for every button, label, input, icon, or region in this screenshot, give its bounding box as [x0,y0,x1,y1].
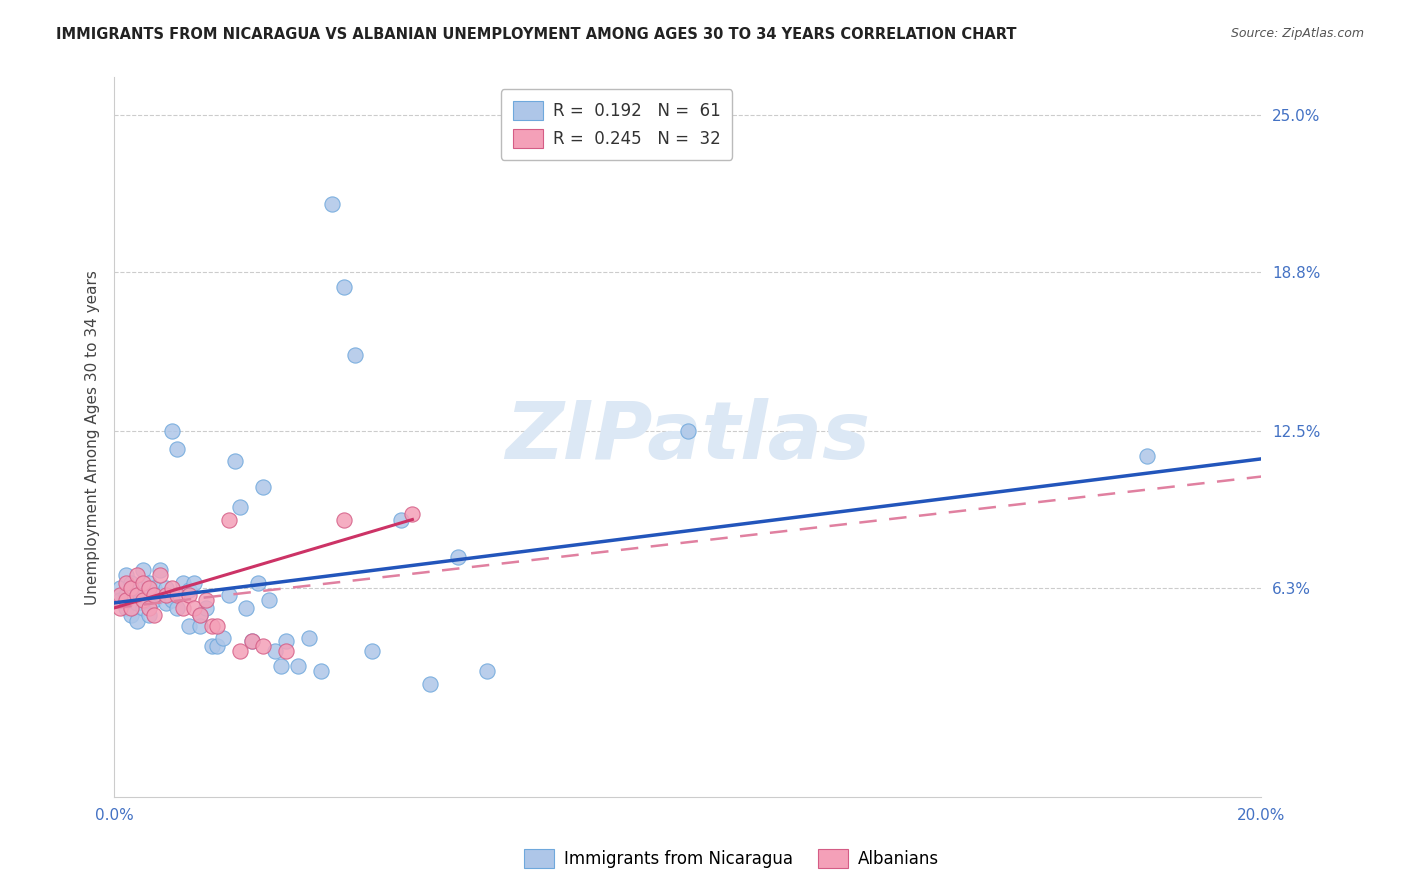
Point [160,593,183,607]
Point [160,424,183,438]
Point [389,512,412,526]
Point [108,601,131,615]
Point [177,588,200,602]
Point [201,618,224,632]
Text: IMMIGRANTS FROM NICARAGUA VS ALBANIAN UNEMPLOYMENT AMONG AGES 30 TO 34 YEARS COR: IMMIGRANTS FROM NICARAGUA VS ALBANIAN UN… [56,27,1017,42]
Point [218,512,240,526]
Point [401,508,423,522]
Point [120,593,142,607]
Point [114,575,136,590]
Point [120,601,142,615]
Point [235,601,257,615]
Point [132,563,155,577]
Point [224,454,246,468]
Point [252,639,274,653]
Point [143,608,166,623]
Point [257,593,280,607]
Point [108,581,131,595]
Point [114,588,136,602]
Point [361,644,384,658]
Point [120,581,142,595]
Point [127,614,149,628]
Y-axis label: Unemployment Among Ages 30 to 34 years: Unemployment Among Ages 30 to 34 years [86,270,100,605]
Point [132,588,155,602]
Point [143,581,166,595]
Point [194,593,217,607]
Point [309,664,332,678]
Point [155,581,177,595]
Point [194,601,217,615]
Point [240,633,263,648]
Text: Source: ZipAtlas.com: Source: ZipAtlas.com [1230,27,1364,40]
Point [160,581,183,595]
Point [183,575,205,590]
Point [344,348,367,362]
Point [132,575,155,590]
Point [475,664,498,678]
Point [246,575,269,590]
Point [114,593,136,607]
Point [419,676,441,690]
Point [132,601,155,615]
Point [138,575,160,590]
Point [240,633,263,648]
Point [321,196,343,211]
Point [138,608,160,623]
Point [201,639,224,653]
Point [138,601,160,615]
Point [127,581,149,595]
Point [114,601,136,615]
Point [188,608,211,623]
Point [229,644,252,658]
Point [166,588,188,602]
Point [138,588,160,602]
Point [155,596,177,610]
Point [177,583,200,598]
Point [149,563,172,577]
Point [143,593,166,607]
Point [298,632,321,646]
Point [676,424,699,438]
Point [166,442,188,456]
Point [188,618,211,632]
Point [276,644,298,658]
Point [212,632,235,646]
Point [155,588,177,602]
Point [188,608,211,623]
Point [263,644,285,658]
Point [1135,450,1157,464]
Point [172,601,194,615]
Point [332,512,354,526]
Point [287,659,309,673]
Point [447,550,470,565]
Text: ZIPatlas: ZIPatlas [505,399,870,476]
Point [218,588,240,602]
Point [177,618,200,632]
Point [108,593,131,607]
Legend: R =  0.192   N =  61, R =  0.245   N =  32: R = 0.192 N = 61, R = 0.245 N = 32 [501,89,733,160]
Point [143,588,166,602]
Point [166,601,188,615]
Point [207,639,229,653]
Point [252,480,274,494]
Point [183,601,205,615]
Point [207,618,229,632]
Point [149,588,172,602]
Point [120,575,142,590]
Point [120,608,142,623]
Point [138,581,160,595]
Point [127,568,149,582]
Point [229,500,252,514]
Point [108,588,131,602]
Point [149,568,172,582]
Point [127,588,149,602]
Point [270,659,292,673]
Point [127,596,149,610]
Legend: Immigrants from Nicaragua, Albanians: Immigrants from Nicaragua, Albanians [517,842,945,875]
Point [132,593,155,607]
Point [332,280,354,294]
Point [172,575,194,590]
Point [114,568,136,582]
Point [276,633,298,648]
